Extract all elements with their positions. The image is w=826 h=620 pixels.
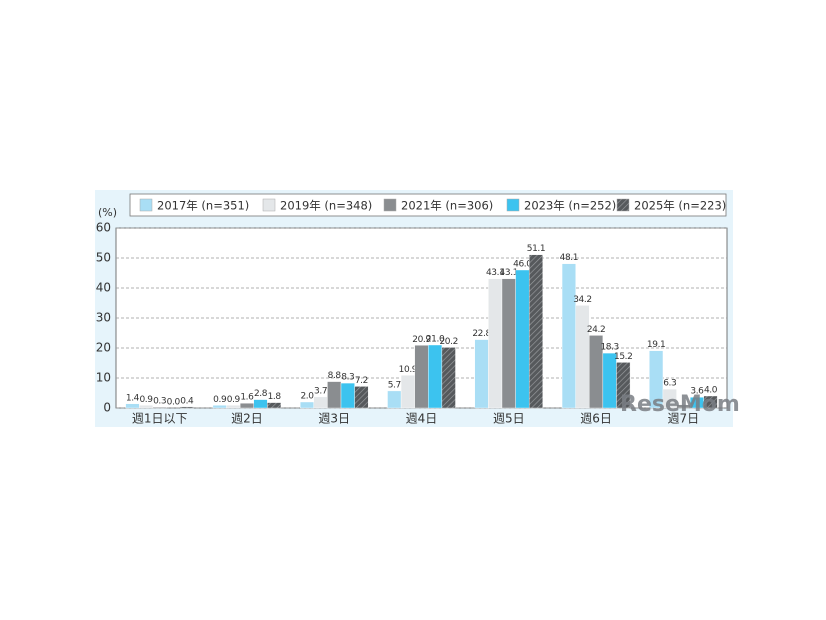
- bar: [488, 278, 503, 409]
- legend-label: 2025年 (n=223): [634, 199, 726, 213]
- bar: [441, 347, 456, 409]
- value-label: 2.0: [300, 392, 314, 402]
- bar: [354, 386, 369, 409]
- bar: [515, 269, 530, 409]
- value-label: 0.4: [180, 396, 194, 406]
- legend-swatch: [262, 198, 276, 212]
- value-label: 4.0: [704, 386, 718, 396]
- bar: [414, 345, 429, 409]
- y-tick-label: 20: [96, 341, 111, 355]
- watermark: ReseMom: [620, 392, 740, 417]
- legend-label: 2019年 (n=348): [280, 199, 372, 213]
- value-label: 0.0: [167, 398, 181, 408]
- bar: [179, 406, 194, 409]
- value-label: 18.3: [600, 343, 618, 353]
- bar: [662, 388, 677, 409]
- value-label: 8.8: [328, 371, 342, 381]
- bar: [501, 278, 516, 409]
- value-label: 0.3: [153, 397, 166, 407]
- bar: [313, 396, 328, 409]
- legend-label: 2017年 (n=351): [157, 199, 249, 213]
- value-label: 3.7: [314, 386, 327, 396]
- value-label: 51.1: [527, 244, 545, 254]
- y-axis-label: (%): [98, 206, 117, 219]
- value-label: 15.2: [614, 352, 632, 362]
- bar: [387, 390, 402, 409]
- value-label: 0.9: [213, 395, 227, 405]
- bar: [575, 305, 590, 409]
- bar: [253, 399, 268, 409]
- bar: [152, 406, 167, 409]
- y-tick-label: 0: [103, 401, 111, 415]
- bar: [267, 402, 282, 409]
- value-label: 3.6: [690, 387, 704, 397]
- legend: [129, 193, 727, 217]
- x-tick-label: 週4日: [406, 412, 438, 426]
- legend-swatch: [506, 198, 520, 212]
- bar: [649, 350, 664, 409]
- value-label: 0.9: [139, 395, 153, 405]
- bar: [340, 382, 355, 409]
- value-label: 5.7: [388, 380, 401, 390]
- value-label: 43.1: [486, 268, 504, 278]
- x-tick-label: 週6日: [580, 412, 612, 426]
- legend-swatch: [383, 198, 397, 212]
- y-tick-label: 30: [96, 311, 111, 325]
- x-tick-label: 週1日以下: [132, 412, 188, 426]
- bar: [474, 339, 489, 409]
- bar: [327, 381, 342, 409]
- value-label: 10.9: [399, 365, 418, 375]
- bar: [125, 403, 140, 409]
- value-label: 6.3: [663, 379, 676, 389]
- x-tick-label: 週2日: [231, 412, 263, 426]
- value-label: 48.1: [560, 253, 578, 263]
- legend-label: 2021年 (n=306): [401, 199, 493, 213]
- value-label: 43.1: [500, 268, 518, 278]
- value-label: 8.3: [341, 373, 354, 383]
- value-label: 2.8: [254, 389, 268, 399]
- bar: [300, 401, 315, 409]
- value-label: 46.0: [513, 260, 532, 270]
- value-label: 20.2: [439, 337, 457, 347]
- value-label: 1.8: [268, 392, 282, 402]
- value-label: 19.1: [647, 340, 665, 350]
- bar: [528, 254, 543, 409]
- bar: [428, 344, 443, 409]
- y-tick-label: 60: [96, 221, 111, 235]
- value-label: 34.2: [573, 295, 591, 305]
- value-label: 20.9: [412, 335, 431, 345]
- legend-label: 2023年 (n=252): [524, 199, 616, 213]
- bar: [139, 405, 154, 409]
- bar: [239, 403, 254, 409]
- bar: [226, 405, 241, 409]
- bar: [561, 263, 576, 409]
- legend-swatch: [139, 198, 153, 212]
- y-tick-label: 10: [96, 371, 111, 385]
- value-label: 7.2: [355, 376, 368, 386]
- x-tick-label: 週5日: [493, 412, 525, 426]
- value-label: 0.9: [227, 395, 241, 405]
- value-label: 24.2: [587, 325, 605, 335]
- value-label: 1.6: [240, 393, 254, 403]
- legend-swatch: [616, 198, 630, 212]
- value-label: 21.0: [426, 335, 445, 345]
- x-tick-label: 週7日: [668, 412, 700, 426]
- y-tick-label: 40: [96, 281, 111, 295]
- y-tick-label: 50: [96, 251, 111, 265]
- bar: [212, 405, 227, 409]
- value-label: 1.4: [126, 393, 140, 403]
- bar: [616, 362, 631, 409]
- bar: [400, 375, 415, 409]
- bar: [703, 395, 718, 409]
- x-tick-label: 週3日: [318, 412, 350, 426]
- value-label: 22.8: [472, 329, 491, 339]
